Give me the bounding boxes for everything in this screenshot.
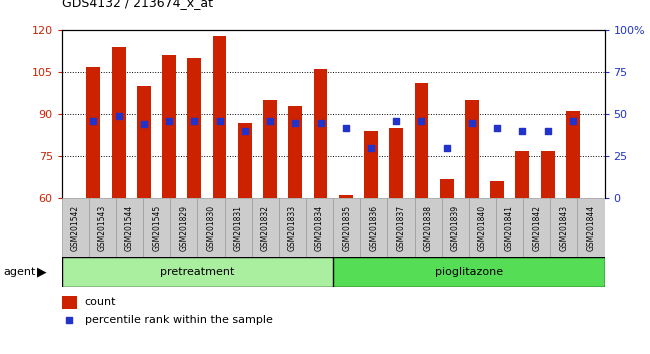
Text: GSM201840: GSM201840 <box>478 205 487 251</box>
Bar <box>469 198 496 257</box>
Bar <box>360 198 387 257</box>
Bar <box>306 198 333 257</box>
Bar <box>364 131 378 198</box>
Bar <box>389 128 403 198</box>
Text: GSM201544: GSM201544 <box>125 205 134 251</box>
Bar <box>289 106 302 198</box>
Bar <box>252 198 279 257</box>
Bar <box>333 257 604 287</box>
Bar <box>577 198 605 257</box>
Text: GSM201829: GSM201829 <box>179 205 188 251</box>
Text: GSM201838: GSM201838 <box>424 205 433 251</box>
Bar <box>62 257 333 287</box>
Text: GSM201837: GSM201837 <box>396 205 406 251</box>
Text: GSM201839: GSM201839 <box>450 205 460 251</box>
Text: GSM201833: GSM201833 <box>288 205 297 251</box>
Bar <box>187 58 202 198</box>
Text: percentile rank within the sample: percentile rank within the sample <box>84 315 272 325</box>
Bar <box>541 150 554 198</box>
Bar <box>279 198 306 257</box>
Text: GSM201841: GSM201841 <box>505 205 514 251</box>
Point <box>88 118 99 124</box>
Bar <box>238 122 252 198</box>
Text: pioglitazone: pioglitazone <box>435 267 503 277</box>
Text: GSM201831: GSM201831 <box>233 205 242 251</box>
Text: GSM201832: GSM201832 <box>261 205 270 251</box>
Point <box>113 113 124 119</box>
Text: GSM201830: GSM201830 <box>207 205 216 251</box>
Point <box>290 120 300 125</box>
Bar <box>137 86 151 198</box>
Point <box>214 118 225 124</box>
Bar <box>333 198 360 257</box>
Bar <box>143 198 170 257</box>
Bar <box>339 195 353 198</box>
Bar <box>62 198 89 257</box>
Bar <box>162 55 176 198</box>
Bar <box>442 198 469 257</box>
Bar <box>213 36 226 198</box>
Bar <box>225 198 252 257</box>
Bar <box>62 296 77 309</box>
Bar <box>415 198 442 257</box>
Point <box>416 118 426 124</box>
Text: GSM201844: GSM201844 <box>586 205 595 251</box>
Point <box>391 118 402 124</box>
Text: GSM201543: GSM201543 <box>98 205 107 251</box>
Bar <box>515 150 529 198</box>
Bar <box>313 69 328 198</box>
Bar <box>198 198 225 257</box>
Point <box>517 128 528 134</box>
Bar <box>86 67 100 198</box>
Text: pretreatment: pretreatment <box>161 267 235 277</box>
Text: count: count <box>84 297 116 307</box>
Text: GSM201843: GSM201843 <box>559 205 568 251</box>
Point <box>543 128 553 134</box>
Point <box>366 145 376 151</box>
Point <box>189 118 200 124</box>
Bar <box>490 181 504 198</box>
Text: GSM201836: GSM201836 <box>369 205 378 251</box>
Point <box>492 125 502 130</box>
Text: ▶: ▶ <box>38 265 47 278</box>
Point <box>64 318 75 323</box>
Bar <box>415 83 428 198</box>
Text: GSM201545: GSM201545 <box>152 205 161 251</box>
Bar <box>170 198 198 257</box>
Point <box>164 118 174 124</box>
Point <box>315 120 326 125</box>
Point <box>441 145 452 151</box>
Bar <box>116 198 143 257</box>
Bar <box>465 100 479 198</box>
Point <box>138 121 149 127</box>
Text: GSM201835: GSM201835 <box>342 205 351 251</box>
Bar <box>496 198 523 257</box>
Point <box>265 118 275 124</box>
Bar <box>263 100 277 198</box>
Text: agent: agent <box>3 267 36 277</box>
Point <box>567 118 578 124</box>
Point <box>240 128 250 134</box>
Bar <box>112 47 125 198</box>
Text: GSM201834: GSM201834 <box>315 205 324 251</box>
Bar <box>440 179 454 198</box>
Point <box>467 120 477 125</box>
Bar <box>387 198 415 257</box>
Text: GSM201542: GSM201542 <box>71 205 80 251</box>
Bar <box>550 198 577 257</box>
Bar <box>523 198 551 257</box>
Text: GSM201842: GSM201842 <box>532 205 541 251</box>
Point <box>341 125 351 130</box>
Bar <box>566 112 580 198</box>
Bar <box>89 198 116 257</box>
Text: GDS4132 / 213674_x_at: GDS4132 / 213674_x_at <box>62 0 213 9</box>
